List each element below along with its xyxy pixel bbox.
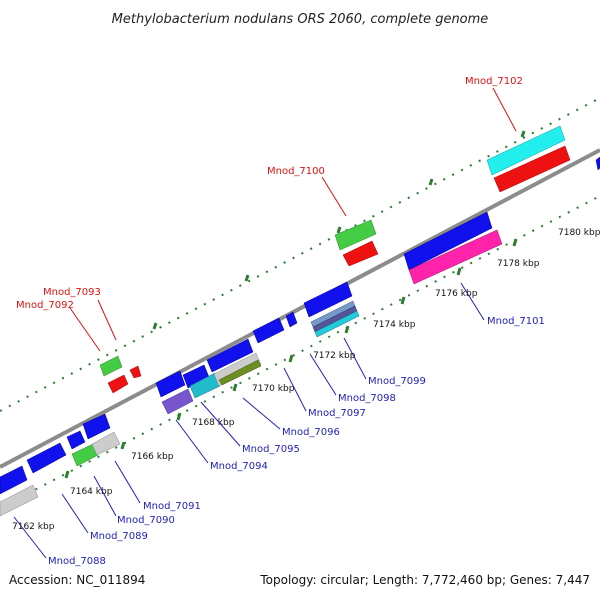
gene-label[interactable]: Mnod_7092 (16, 300, 74, 311)
accession-text: Accession: NC_011894 (9, 573, 146, 587)
tick-mark (288, 354, 294, 363)
tick-label: 7166 kbp (131, 452, 174, 462)
gene-label[interactable]: Mnod_7098 (338, 393, 396, 404)
feature-mnod-7093-b[interactable] (129, 365, 142, 379)
feature-edge-fragment[interactable] (595, 156, 600, 171)
tick-label: 7168 kbp (192, 418, 235, 428)
gene-label[interactable]: Mnod_7095 (242, 444, 300, 455)
gene-label[interactable]: Mnod_7099 (368, 376, 426, 387)
tick-label: 7164 kbp (70, 487, 113, 497)
tick-mark (64, 470, 70, 479)
feature-mnod-7096-a[interactable] (206, 338, 254, 373)
feature-mnod-7102-a[interactable] (486, 125, 566, 176)
gene-label[interactable]: Mnod_7091 (143, 501, 201, 512)
tick-mark (176, 412, 182, 421)
reverse-labels: Mnod_7088 Mnod_7089 Mnod_7090 Mnod_7091 … (48, 316, 545, 567)
gene-label[interactable]: Mnod_7094 (210, 461, 268, 472)
forward-labels: Mnod_7092 Mnod_7093 Mnod_7100 Mnod_7102 (16, 76, 523, 311)
tick-label: 7178 kbp (497, 259, 540, 269)
reverse-features (0, 211, 503, 517)
tick-label: 7170 kbp (252, 384, 295, 394)
gene-label[interactable]: Mnod_7100 (267, 166, 325, 177)
tick-mark (512, 238, 518, 247)
tick-mark (344, 325, 350, 334)
map-title: Methylobacterium nodulans ORS 2060, comp… (112, 12, 489, 27)
tick-labels: 7162 kbp 7164 kbp 7166 kbp 7168 kbp 7170… (12, 228, 600, 532)
tick-mark (456, 267, 462, 276)
feature-mnod-7099-d[interactable] (314, 310, 360, 338)
tick-label: 7172 kbp (313, 351, 356, 361)
leader-lines (13, 87, 517, 559)
gene-label[interactable]: Mnod_7102 (465, 76, 523, 87)
feature-mnod-7099-a[interactable] (303, 281, 353, 318)
feature-mnod-7100-a[interactable] (334, 219, 377, 251)
tick-mark (400, 296, 406, 305)
feature-mnod-7101-a[interactable] (403, 211, 493, 271)
tick-label: 7174 kbp (373, 320, 416, 330)
gene-label[interactable]: Mnod_7088 (48, 556, 106, 567)
genome-backbone (0, 148, 600, 469)
tick-label: 7180 kbp (558, 228, 600, 238)
tick-label: 7176 kbp (435, 289, 478, 299)
feature-mnod-7088-a[interactable] (0, 465, 28, 495)
gene-label[interactable]: Mnod_7093 (43, 287, 101, 298)
feature-mnod-7092[interactable] (99, 355, 123, 377)
feature-mnod-7095-b[interactable] (189, 372, 221, 399)
outer-dotted-track (0, 97, 600, 412)
forward-features (99, 125, 600, 394)
feature-mnod-7091-b[interactable] (91, 431, 121, 456)
gene-label[interactable]: Mnod_7096 (282, 427, 340, 438)
inner-dotted-track (0, 195, 600, 509)
feature-mnod-7094-a[interactable] (155, 370, 186, 398)
feature-mnod-7090-a[interactable] (66, 430, 86, 450)
outer-major-ticks (152, 130, 526, 330)
gene-label[interactable]: Mnod_7090 (117, 515, 175, 526)
feature-mnod-7093-a[interactable] (107, 374, 129, 394)
tick-mark (120, 441, 126, 450)
feature-mnod-7101-b[interactable] (408, 229, 503, 285)
feature-mnod-7088-b[interactable] (0, 484, 39, 517)
feature-mnod-7096-c[interactable] (218, 359, 262, 386)
feature-mnod-7091-a[interactable] (82, 413, 111, 440)
tick-mark (232, 383, 238, 392)
feature-mnod-7097[interactable] (252, 317, 285, 344)
gene-label[interactable]: Mnod_7101 (487, 316, 545, 327)
feature-mnod-7102-b[interactable] (493, 145, 571, 193)
feature-mnod-7090-b[interactable] (71, 443, 99, 467)
feature-mnod-7100-b[interactable] (342, 240, 379, 267)
tick-label: 7162 kbp (12, 522, 55, 532)
feature-mnod-7089[interactable] (26, 442, 67, 474)
feature-mnod-7098[interactable] (285, 311, 298, 328)
gene-label[interactable]: Mnod_7097 (308, 408, 366, 419)
topology-text: Topology: circular; Length: 7,772,460 bp… (260, 573, 590, 587)
feature-mnod-7094-b[interactable] (161, 388, 194, 415)
gene-label[interactable]: Mnod_7089 (90, 531, 148, 542)
